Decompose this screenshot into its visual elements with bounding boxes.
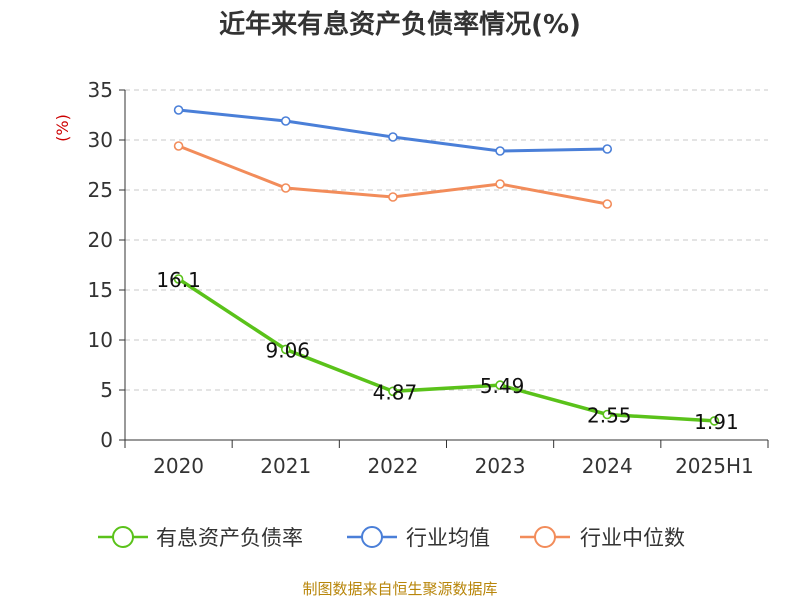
x-tick-label: 2025H1 (675, 454, 754, 478)
data-point (173, 141, 184, 151)
y-axis-unit: (%) (53, 114, 72, 142)
legend-item: 行业均值 (347, 526, 490, 550)
grid-lines (125, 89, 768, 391)
legend-item: 行业中位数 (520, 526, 685, 550)
y-tick-label: 35 (88, 78, 113, 102)
legend: 有息资产负债率 行业均值 行业中位数 (98, 526, 685, 550)
legend-label: 行业均值 (406, 526, 490, 550)
x-tick-label: 2021 (260, 454, 311, 478)
data-point (709, 416, 720, 426)
y-tick-label: 25 (88, 178, 113, 202)
data-labels: 16.1 9.06 4.87 5.49 2.55 1.91 (156, 268, 738, 434)
data-point (495, 179, 505, 189)
chart-title: 近年来有息资产负债率情况(%) (219, 10, 581, 40)
data-point (280, 183, 291, 193)
data-label: 16.1 (156, 268, 201, 292)
data-point (388, 192, 398, 202)
data-point (495, 380, 505, 390)
series-line-0 (177, 277, 715, 423)
x-tick-label: 2022 (367, 454, 418, 478)
data-point (173, 274, 184, 284)
data-point (388, 386, 398, 397)
x-tick-label: 2024 (582, 454, 633, 478)
data-point (173, 105, 184, 115)
data-label: 4.87 (373, 380, 418, 404)
legend-label: 有息资产负债率 (156, 526, 303, 550)
legend-label: 行业中位数 (580, 526, 685, 550)
source-note: 制图数据来自恒生聚源数据库 (302, 580, 498, 598)
data-point (280, 116, 291, 126)
data-point (602, 144, 613, 154)
series-lines (173, 105, 720, 426)
data-point (388, 132, 398, 142)
x-tick-label: 2020 (153, 454, 204, 478)
series-line-1 (178, 108, 608, 153)
data-label: 2.55 (587, 404, 632, 428)
y-tick-label: 10 (88, 328, 113, 352)
x-tick-label: 2023 (475, 454, 526, 478)
y-tick-label: 0 (100, 428, 113, 452)
legend-swatch-marker (361, 526, 383, 548)
y-tick-label: 5 (100, 378, 113, 402)
data-point (495, 146, 505, 156)
data-point (280, 344, 291, 355)
data-label: 9.06 (265, 338, 310, 362)
legend-item: 有息资产负债率 (98, 526, 303, 550)
axes: 0 5 10 15 20 25 30 35 2020 2021 2022 2023 2024 2025H1… (53, 78, 769, 478)
y-tick-label: 20 (88, 228, 113, 252)
data-label: 5.49 (480, 374, 525, 398)
data-point (602, 409, 613, 420)
data-label: 1.91 (694, 410, 739, 434)
legend-swatch-marker (112, 526, 134, 548)
data-point (602, 199, 613, 209)
legend-swatch-marker (534, 526, 556, 548)
y-tick-label: 30 (88, 128, 113, 152)
y-tick-label: 15 (88, 278, 113, 302)
